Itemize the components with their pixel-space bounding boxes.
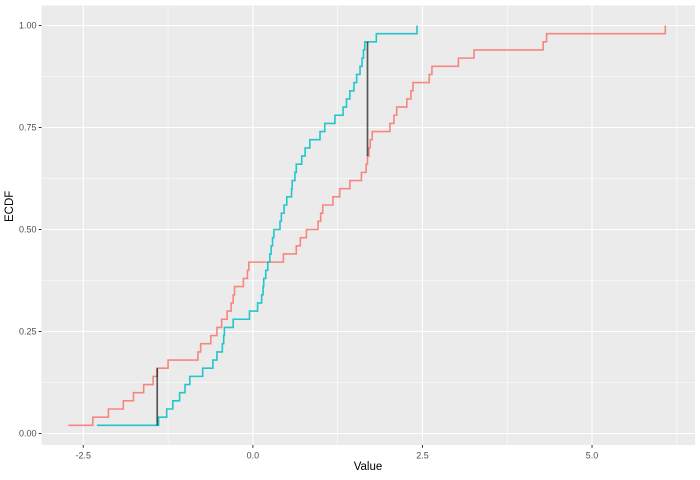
x-tick-label: 2.5 xyxy=(416,451,429,461)
y-axis-title: ECDF xyxy=(4,190,16,222)
x-axis-title: Value xyxy=(0,461,700,474)
x-tick-label: 0.0 xyxy=(247,451,260,461)
y-tick-label: 0.00 xyxy=(19,429,37,439)
y-tick-label: 1.00 xyxy=(19,21,37,31)
y-tick-label: 0.25 xyxy=(19,327,37,337)
x-axis-title-text: Value xyxy=(353,461,383,473)
ecdf-line-sample-cyan xyxy=(96,25,418,427)
x-tick-label: 5.0 xyxy=(586,451,599,461)
y-tick-label: 0.50 xyxy=(19,225,37,235)
y-tick-label: 0.75 xyxy=(19,123,37,133)
x-tick-label: -2.5 xyxy=(76,451,92,461)
ecdf-line-sample-red xyxy=(68,25,667,427)
